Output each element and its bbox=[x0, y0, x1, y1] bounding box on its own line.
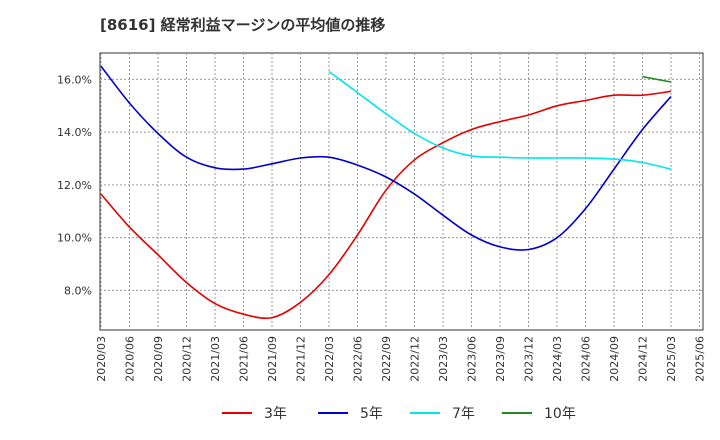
legend-label: 3年 bbox=[264, 406, 287, 422]
x-tick-label: 2022/06 bbox=[352, 336, 365, 382]
chart-title: [8616] 経常利益マージンの平均値の推移 bbox=[100, 16, 386, 34]
x-tick-label: 2023/03 bbox=[437, 336, 450, 382]
x-tick-label: 2024/03 bbox=[551, 336, 564, 382]
legend: 3年 5年 7年 10年 bbox=[222, 406, 576, 422]
legend-label: 5年 bbox=[360, 406, 383, 422]
x-tick-label: 2024/12 bbox=[637, 336, 650, 382]
x-tick-label: 2020/03 bbox=[95, 336, 108, 382]
legend-label: 10年 bbox=[544, 406, 576, 422]
x-tick-label: 2022/03 bbox=[323, 336, 336, 382]
y-tick-label: 12.0% bbox=[57, 179, 92, 192]
x-tick-label: 2020/09 bbox=[152, 336, 165, 382]
x-tick-label: 2021/06 bbox=[238, 336, 251, 382]
x-tick-label: 2021/03 bbox=[209, 336, 222, 382]
x-tick-label: 2023/12 bbox=[523, 336, 536, 382]
y-tick-label: 8.0% bbox=[64, 284, 92, 297]
y-tick-label: 14.0% bbox=[57, 126, 92, 139]
y-tick-label: 16.0% bbox=[57, 73, 92, 86]
plot-area bbox=[99, 52, 704, 331]
x-tick-label: 2025/03 bbox=[665, 336, 678, 382]
x-axis-ticks: 2020/03 2020/06 2020/09 2020/12 2021/03 2021/… bbox=[95, 336, 707, 382]
x-tick-label: 2023/06 bbox=[466, 336, 479, 382]
x-tick-label: 2020/12 bbox=[181, 336, 194, 382]
x-tick-label: 2020/06 bbox=[124, 336, 137, 382]
legend-label: 7年 bbox=[452, 406, 475, 422]
y-axis-ticks: 8.0% 10.0% 12.0% 14.0% 16.0% bbox=[57, 73, 92, 297]
series-line-3 bbox=[328, 70, 672, 170]
x-tick-label: 2021/12 bbox=[295, 336, 308, 382]
x-tick-label: 2022/12 bbox=[409, 336, 422, 382]
series-line-2 bbox=[100, 65, 672, 251]
x-tick-label: 2023/09 bbox=[494, 336, 507, 382]
series-line-1 bbox=[100, 90, 672, 320]
x-tick-label: 2024/06 bbox=[580, 336, 593, 382]
series-line-4 bbox=[642, 75, 672, 83]
y-tick-label: 10.0% bbox=[57, 232, 92, 245]
x-tick-label: 2022/09 bbox=[380, 336, 393, 382]
x-tick-label: 2021/09 bbox=[266, 336, 279, 382]
series-layer bbox=[100, 65, 672, 320]
x-tick-label: 2025/06 bbox=[694, 336, 707, 382]
x-tick-label: 2024/09 bbox=[608, 336, 621, 382]
